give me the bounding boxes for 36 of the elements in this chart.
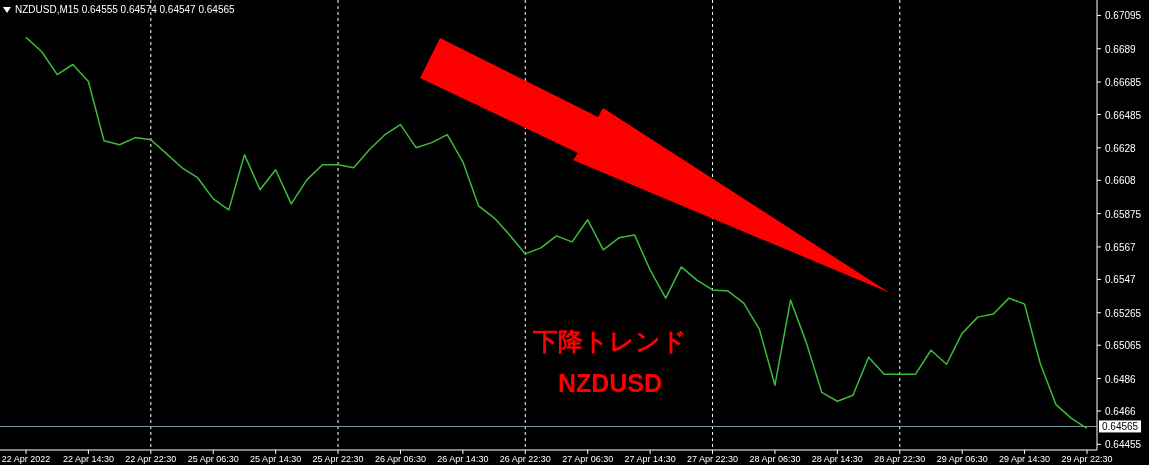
y-tick-label: 0.6567 xyxy=(1105,241,1137,253)
y-tick-label: 0.6547 xyxy=(1105,274,1137,286)
y-tick-label: 0.6689 xyxy=(1105,43,1137,55)
x-tick-label: 29 Apr 22:30 xyxy=(1061,454,1113,464)
x-tick-label: 27 Apr 14:30 xyxy=(624,454,676,464)
x-tick-label: 26 Apr 14:30 xyxy=(437,454,489,464)
y-tick-label: 0.6628 xyxy=(1105,142,1137,154)
x-tick-label: 27 Apr 06:30 xyxy=(562,454,614,464)
y-tick-label: 0.67095 xyxy=(1105,10,1142,22)
y-tick-label: 0.66685 xyxy=(1105,77,1142,89)
x-tick-label: 29 Apr 14:30 xyxy=(999,454,1051,464)
x-tick-label: 29 Apr 06:30 xyxy=(936,454,988,464)
y-tick-label: 0.65875 xyxy=(1105,208,1142,220)
y-tick-label: 0.65265 xyxy=(1105,307,1142,319)
x-tick-label: 26 Apr 22:30 xyxy=(499,454,551,464)
x-tick-label: 28 Apr 06:30 xyxy=(749,454,801,464)
x-tick-label: 25 Apr 06:30 xyxy=(187,454,239,464)
x-tick-label: 22 Apr 22:30 xyxy=(125,454,177,464)
x-tick-label: 28 Apr 14:30 xyxy=(811,454,863,464)
x-tick-label: 22 Apr 2022 xyxy=(1,454,51,464)
y-tick-label: 0.6608 xyxy=(1105,175,1137,187)
x-tick-label: 28 Apr 22:30 xyxy=(874,454,926,464)
y-tick-label: 0.64455 xyxy=(1105,439,1142,451)
x-tick-label: 22 Apr 14:30 xyxy=(62,454,114,464)
y-tick-label: 0.66485 xyxy=(1105,109,1142,121)
x-tick-label: 25 Apr 14:30 xyxy=(250,454,302,464)
x-tick-label: 25 Apr 22:30 xyxy=(312,454,364,464)
annotation: NZDUSD xyxy=(557,369,663,397)
annotation: 下降トレンド xyxy=(532,327,687,355)
y-tick-label: 0.6486 xyxy=(1105,373,1137,385)
x-tick-label: 27 Apr 22:30 xyxy=(687,454,739,464)
chart-title: NZDUSD,M15 0.64555 0.64574 0.64547 0.64565 xyxy=(15,4,236,15)
ref-line-label: 0.64565 xyxy=(1102,421,1139,433)
y-tick-label: 0.6466 xyxy=(1105,406,1137,418)
y-tick-label: 0.65065 xyxy=(1105,340,1142,352)
x-tick-label: 26 Apr 06:30 xyxy=(374,454,426,464)
